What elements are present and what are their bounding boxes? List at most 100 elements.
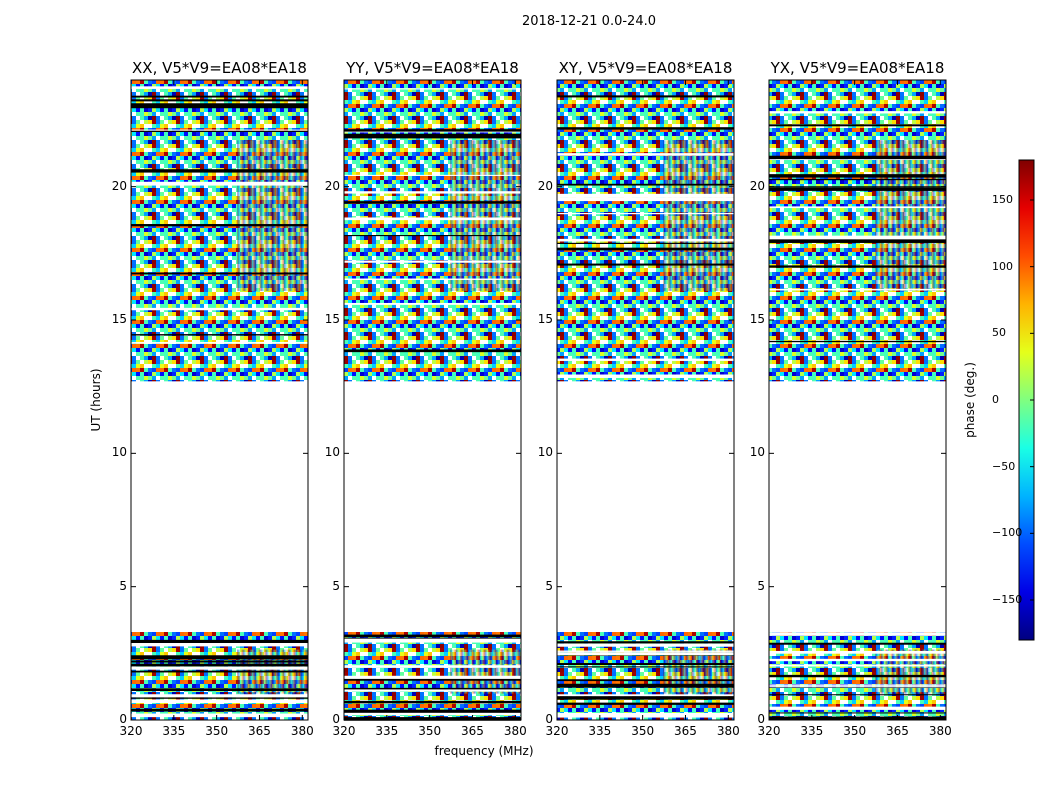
y-tick-label: 0	[545, 712, 553, 726]
panel-2-flag-line	[557, 715, 734, 718]
panel-0-flag-line	[131, 95, 308, 98]
panel-2-flag-line	[557, 650, 734, 652]
panel-3-frame	[768, 79, 947, 721]
panel-1-frame	[343, 79, 522, 721]
panel-2-flag-line	[557, 263, 734, 266]
y-tick-label: 20	[324, 178, 340, 193]
panel-3-flag-line	[769, 206, 946, 209]
x-tick-label: 335	[800, 724, 824, 738]
panel-0-heatmap	[131, 80, 308, 720]
panel-3-flag-line	[769, 235, 946, 240]
panel-2-fringe-1	[663, 140, 734, 291]
x-tick-label: 365	[461, 724, 484, 738]
panel-1-flag-line	[344, 129, 521, 132]
panel-3-flag-line	[769, 239, 946, 243]
panel-1-flag-line	[344, 260, 521, 263]
panel-2-flag-line	[557, 153, 734, 156]
panel-0-flag-line	[131, 169, 308, 173]
y-tick-label: 10	[324, 445, 340, 460]
panel-0-flag-line	[131, 663, 308, 667]
panel-2-flag-line	[557, 666, 734, 668]
x-axis-label: frequency (MHz)	[434, 744, 534, 758]
x-tick-label: 350	[205, 724, 229, 738]
panel-1-flag-line	[344, 191, 521, 194]
panel-0-flag-line	[131, 708, 308, 712]
panel-1-fringe-1	[450, 140, 521, 291]
panel-2-flag-line	[557, 696, 734, 700]
panel-0-flag-line	[131, 699, 308, 704]
panel-1-flag-line	[344, 700, 521, 704]
x-tick-label: 350	[418, 724, 442, 738]
panel-1-flag-line	[344, 235, 521, 237]
panel-1-flag-line	[344, 133, 521, 136]
panel-0-flag-line	[131, 181, 308, 186]
panel-1-flag-line	[344, 638, 521, 643]
y-tick-label: 20	[111, 178, 127, 193]
panel-2-flag-line	[557, 643, 734, 647]
colorbar-tick-label: 0	[992, 393, 999, 406]
panel-2-flag-line	[557, 95, 734, 98]
panel-3-flag-line	[769, 340, 946, 343]
panel-2-flag-line	[557, 374, 734, 378]
panel-0-flag-line	[131, 224, 308, 227]
panel-3-flag-line	[769, 265, 946, 268]
panel-3-flag-line	[769, 187, 946, 191]
panel-3-flag-line	[769, 716, 946, 721]
panel-1-flag-line	[344, 278, 521, 280]
y-tick-label: 0	[119, 712, 127, 726]
x-tick-label: 320	[332, 724, 356, 738]
panel-3-flag-line	[769, 642, 946, 645]
panel-1-flag-line	[344, 217, 521, 221]
panel-3-flag-line	[769, 288, 946, 291]
panel-2-flag-line	[557, 242, 734, 244]
colorbar-tick-label: −50	[992, 459, 1016, 473]
colorbar-tick-label: 100	[992, 259, 1013, 273]
panel-1-flag-line	[344, 302, 521, 305]
panel-2-flag-line	[557, 694, 734, 697]
panel-0-flag-line	[131, 688, 308, 692]
panel-0-flag-line	[131, 272, 308, 275]
y-tick-label: 10	[111, 445, 127, 460]
panel-3-flag-line	[769, 674, 946, 678]
panel-3-flag-line	[769, 124, 946, 127]
colorbar-tick-label: −150	[992, 593, 1023, 606]
panel-3-flag-line	[769, 178, 946, 181]
x-tick-label: 335	[375, 724, 399, 738]
panel-3-flag-line	[769, 632, 946, 636]
y-tick-label: 0	[332, 712, 340, 726]
panel-0-flag-line	[131, 660, 308, 663]
panel-1-flag-line	[344, 135, 521, 139]
x-tick-label: 380	[503, 724, 527, 738]
panel-3-flag-line	[769, 706, 946, 710]
panel-1-heatmap	[344, 80, 521, 721]
y-tick-label: 5	[119, 578, 127, 593]
panel-0-flag-line	[131, 129, 308, 131]
panel-0-flag-line	[131, 639, 308, 644]
panel-3-flag-line	[769, 712, 946, 714]
panel-0-flag-line	[131, 655, 308, 657]
panel-3-flag-line	[769, 694, 946, 696]
panel-2-flag-line	[557, 652, 734, 656]
panel-1-flag-line	[344, 717, 521, 721]
panel-2-flag-line	[557, 683, 734, 688]
panel-0-flag-line	[131, 670, 308, 673]
panel-0-flag-line	[131, 106, 308, 109]
colorbar-tick-label: −100	[992, 526, 1023, 540]
panel-2-flag-line	[557, 358, 734, 361]
panel-2-flag-line	[557, 193, 734, 198]
panel-2-flag-line	[557, 197, 734, 202]
figure-suptitle: 2018-12-21 0.0-24.0	[522, 14, 656, 29]
panel-0-frame	[130, 79, 309, 721]
x-tick-label: 335	[162, 724, 186, 738]
panel-2-heatmap	[557, 80, 734, 720]
panel-3-flag-line	[769, 658, 946, 662]
panel-0-flag-line	[131, 86, 308, 89]
panel-0-flag-line	[131, 130, 308, 132]
x-tick-label: 320	[757, 724, 781, 738]
x-tick-label: 380	[716, 724, 740, 738]
panel-0-flag-line	[131, 655, 308, 660]
y-tick-label: 10	[749, 445, 765, 460]
panel-1-flag-line	[344, 675, 521, 679]
panel-3-flag-line	[769, 684, 946, 686]
panel-1-flag-line	[344, 174, 521, 176]
